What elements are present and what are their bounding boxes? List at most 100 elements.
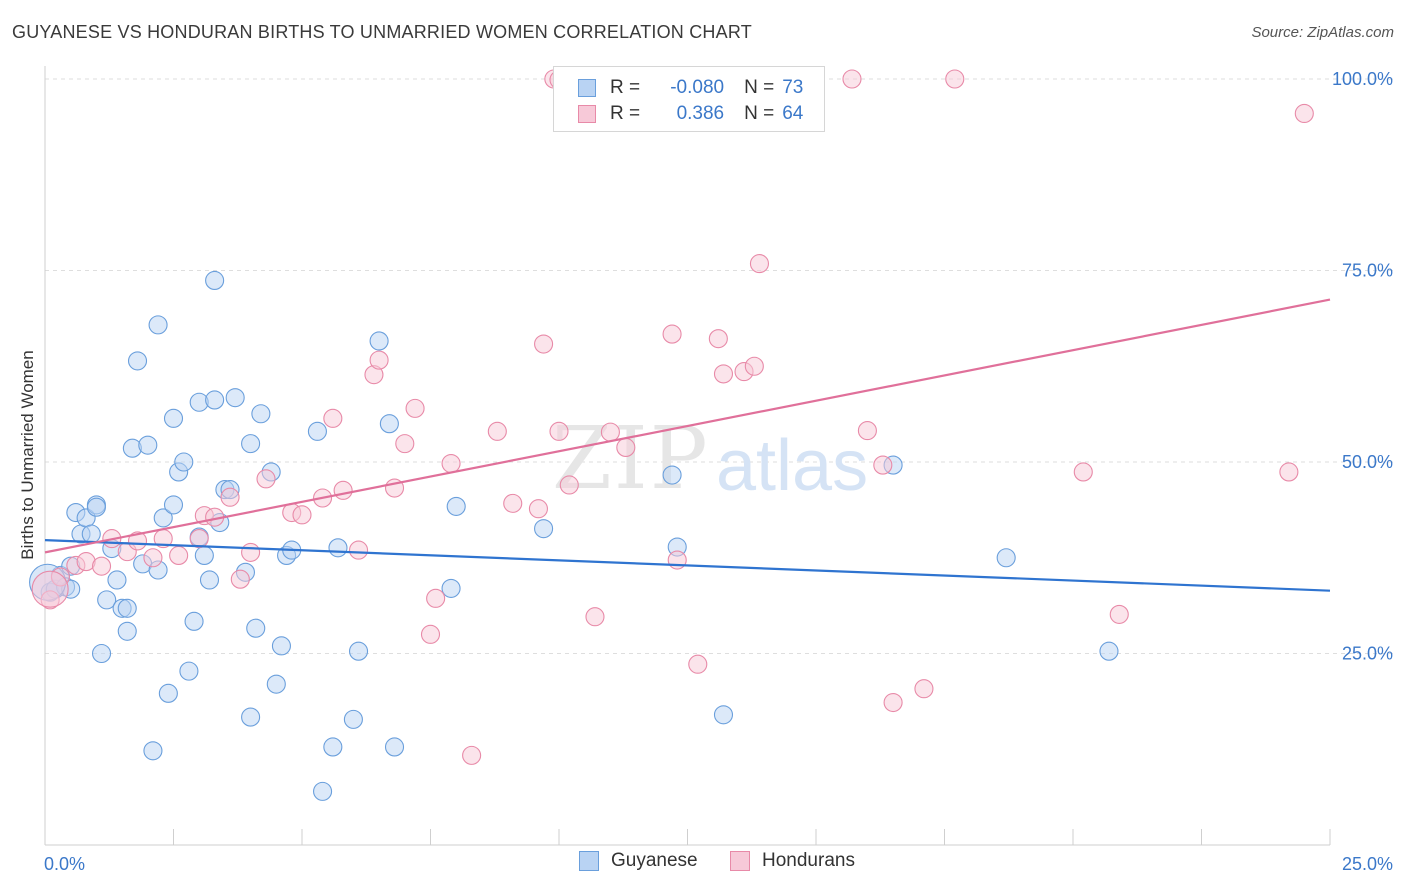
watermark: ZIP atlas xyxy=(552,409,868,509)
guyanese-point xyxy=(1099,641,1119,661)
hondurans-point xyxy=(230,569,250,589)
guyanese-point xyxy=(184,611,204,631)
hondurans-point xyxy=(395,434,415,454)
y-tick-labels: 25.0% 50.0% 75.0% 100.0% xyxy=(1332,69,1393,664)
legend-swatch-hondurans xyxy=(578,105,596,123)
y-tick-label: 25.0% xyxy=(1342,644,1393,664)
guyanese-point xyxy=(179,661,199,681)
guyanese-point xyxy=(662,465,682,485)
hondurans-point xyxy=(405,398,425,418)
hondurans-point xyxy=(31,570,69,608)
hondurans-point xyxy=(1279,462,1299,482)
guyanese-point xyxy=(97,590,117,610)
hondurans-point xyxy=(534,334,554,354)
guyanese-point xyxy=(384,737,405,757)
hondurans-point xyxy=(873,455,893,475)
hondurans-point xyxy=(369,350,389,370)
y-tick-label: 50.0% xyxy=(1342,452,1393,472)
guyanese-point xyxy=(199,570,220,590)
hondurans-point xyxy=(857,421,877,441)
hondurans-point xyxy=(708,329,728,349)
hondurans-point xyxy=(883,692,903,713)
guyanese-point xyxy=(143,741,163,761)
hondurans-point xyxy=(585,607,605,627)
legend-n-value: 64 xyxy=(782,103,804,124)
guyanese-point xyxy=(81,524,101,544)
hondurans-point xyxy=(220,487,240,507)
series-legend-hondurans[interactable]: Hondurans xyxy=(730,850,855,872)
guyanese-point xyxy=(241,434,261,454)
hondurans-point xyxy=(333,480,353,500)
hondurans-point xyxy=(616,437,636,457)
y-axis-label: Births to Unmarried Women xyxy=(18,350,37,559)
guyanese-point xyxy=(174,452,194,472)
legend-n-label: N = xyxy=(744,77,775,98)
guyanese-point xyxy=(225,388,245,408)
guyanese-point xyxy=(148,315,168,335)
guyanese-point xyxy=(713,705,734,725)
guyanese-point xyxy=(441,578,461,598)
y-tick-label: 75.0% xyxy=(1342,261,1393,281)
hondurans-point xyxy=(749,254,770,274)
hondurans-point xyxy=(559,475,579,495)
guyanese-point xyxy=(122,438,142,458)
guyanese-point xyxy=(117,598,137,618)
series-legend: Guyanese Hondurans xyxy=(0,850,1406,878)
series-label-hondurans: Hondurans xyxy=(762,850,855,871)
guyanese-point xyxy=(251,404,271,424)
hondurans-point xyxy=(1073,462,1093,482)
hondurans-point xyxy=(1109,604,1129,624)
x-tick-label-min: 0.0% xyxy=(44,854,85,874)
hondurans-point xyxy=(528,499,548,519)
hondurans-point xyxy=(323,408,343,428)
x-tick-label-max: 25.0% xyxy=(1342,854,1393,874)
guyanese-point xyxy=(241,707,261,727)
source-label: Source: ZipAtlas.com xyxy=(1251,24,1394,41)
guyanese-point xyxy=(158,683,178,703)
guyanese-point xyxy=(343,709,363,729)
guyanese-point xyxy=(328,538,348,558)
guyanese-point xyxy=(127,351,148,371)
hondurans-point xyxy=(426,588,446,608)
series-swatch-guyanese xyxy=(579,851,599,871)
legend-n-label: N = xyxy=(744,103,775,124)
watermark-atlas: atlas xyxy=(716,426,868,506)
hondurans-point xyxy=(487,421,507,441)
hondurans-point xyxy=(91,556,112,576)
guyanese-trend-line xyxy=(44,539,1331,592)
series-swatch-hondurans xyxy=(730,851,750,871)
legend-n-value: 73 xyxy=(782,77,804,98)
guyanese-point xyxy=(348,641,369,661)
hondurans-point xyxy=(713,364,734,384)
hondurans-point xyxy=(688,654,708,674)
guyanese-point xyxy=(996,548,1016,568)
legend-r-value: 0.386 xyxy=(676,103,725,124)
hondurans-point xyxy=(348,540,369,560)
hondurans-point xyxy=(600,422,620,442)
hondurans-point xyxy=(945,69,965,89)
legend-r-label: R = xyxy=(610,103,641,124)
guyanese-point xyxy=(205,270,225,291)
x-tick-labels: 0.0% 25.0% xyxy=(44,854,1393,874)
legend-row-guyanese: R = -0.080 N = 73 xyxy=(578,75,803,101)
guyanese-point xyxy=(379,414,399,434)
guyanese-point xyxy=(107,570,127,590)
legend-swatch-guyanese xyxy=(578,79,596,97)
legend-r-label: R = xyxy=(610,77,641,98)
x-axis-ticks xyxy=(44,829,1331,845)
hondurans-point xyxy=(842,69,862,89)
hondurans-point xyxy=(503,493,523,513)
hondurans-point xyxy=(256,469,276,489)
hondurans-point xyxy=(744,356,764,376)
hondurans-point xyxy=(143,548,163,568)
hondurans-point xyxy=(441,453,461,474)
hondurans-point xyxy=(549,421,569,441)
guyanese-point xyxy=(163,408,184,428)
series-label-guyanese: Guyanese xyxy=(611,850,698,871)
hondurans-point xyxy=(420,624,441,644)
hondurans-point xyxy=(914,679,934,699)
series-legend-guyanese[interactable]: Guyanese xyxy=(579,850,698,872)
guyanese-point xyxy=(271,636,291,656)
hondurans-point xyxy=(292,505,312,525)
